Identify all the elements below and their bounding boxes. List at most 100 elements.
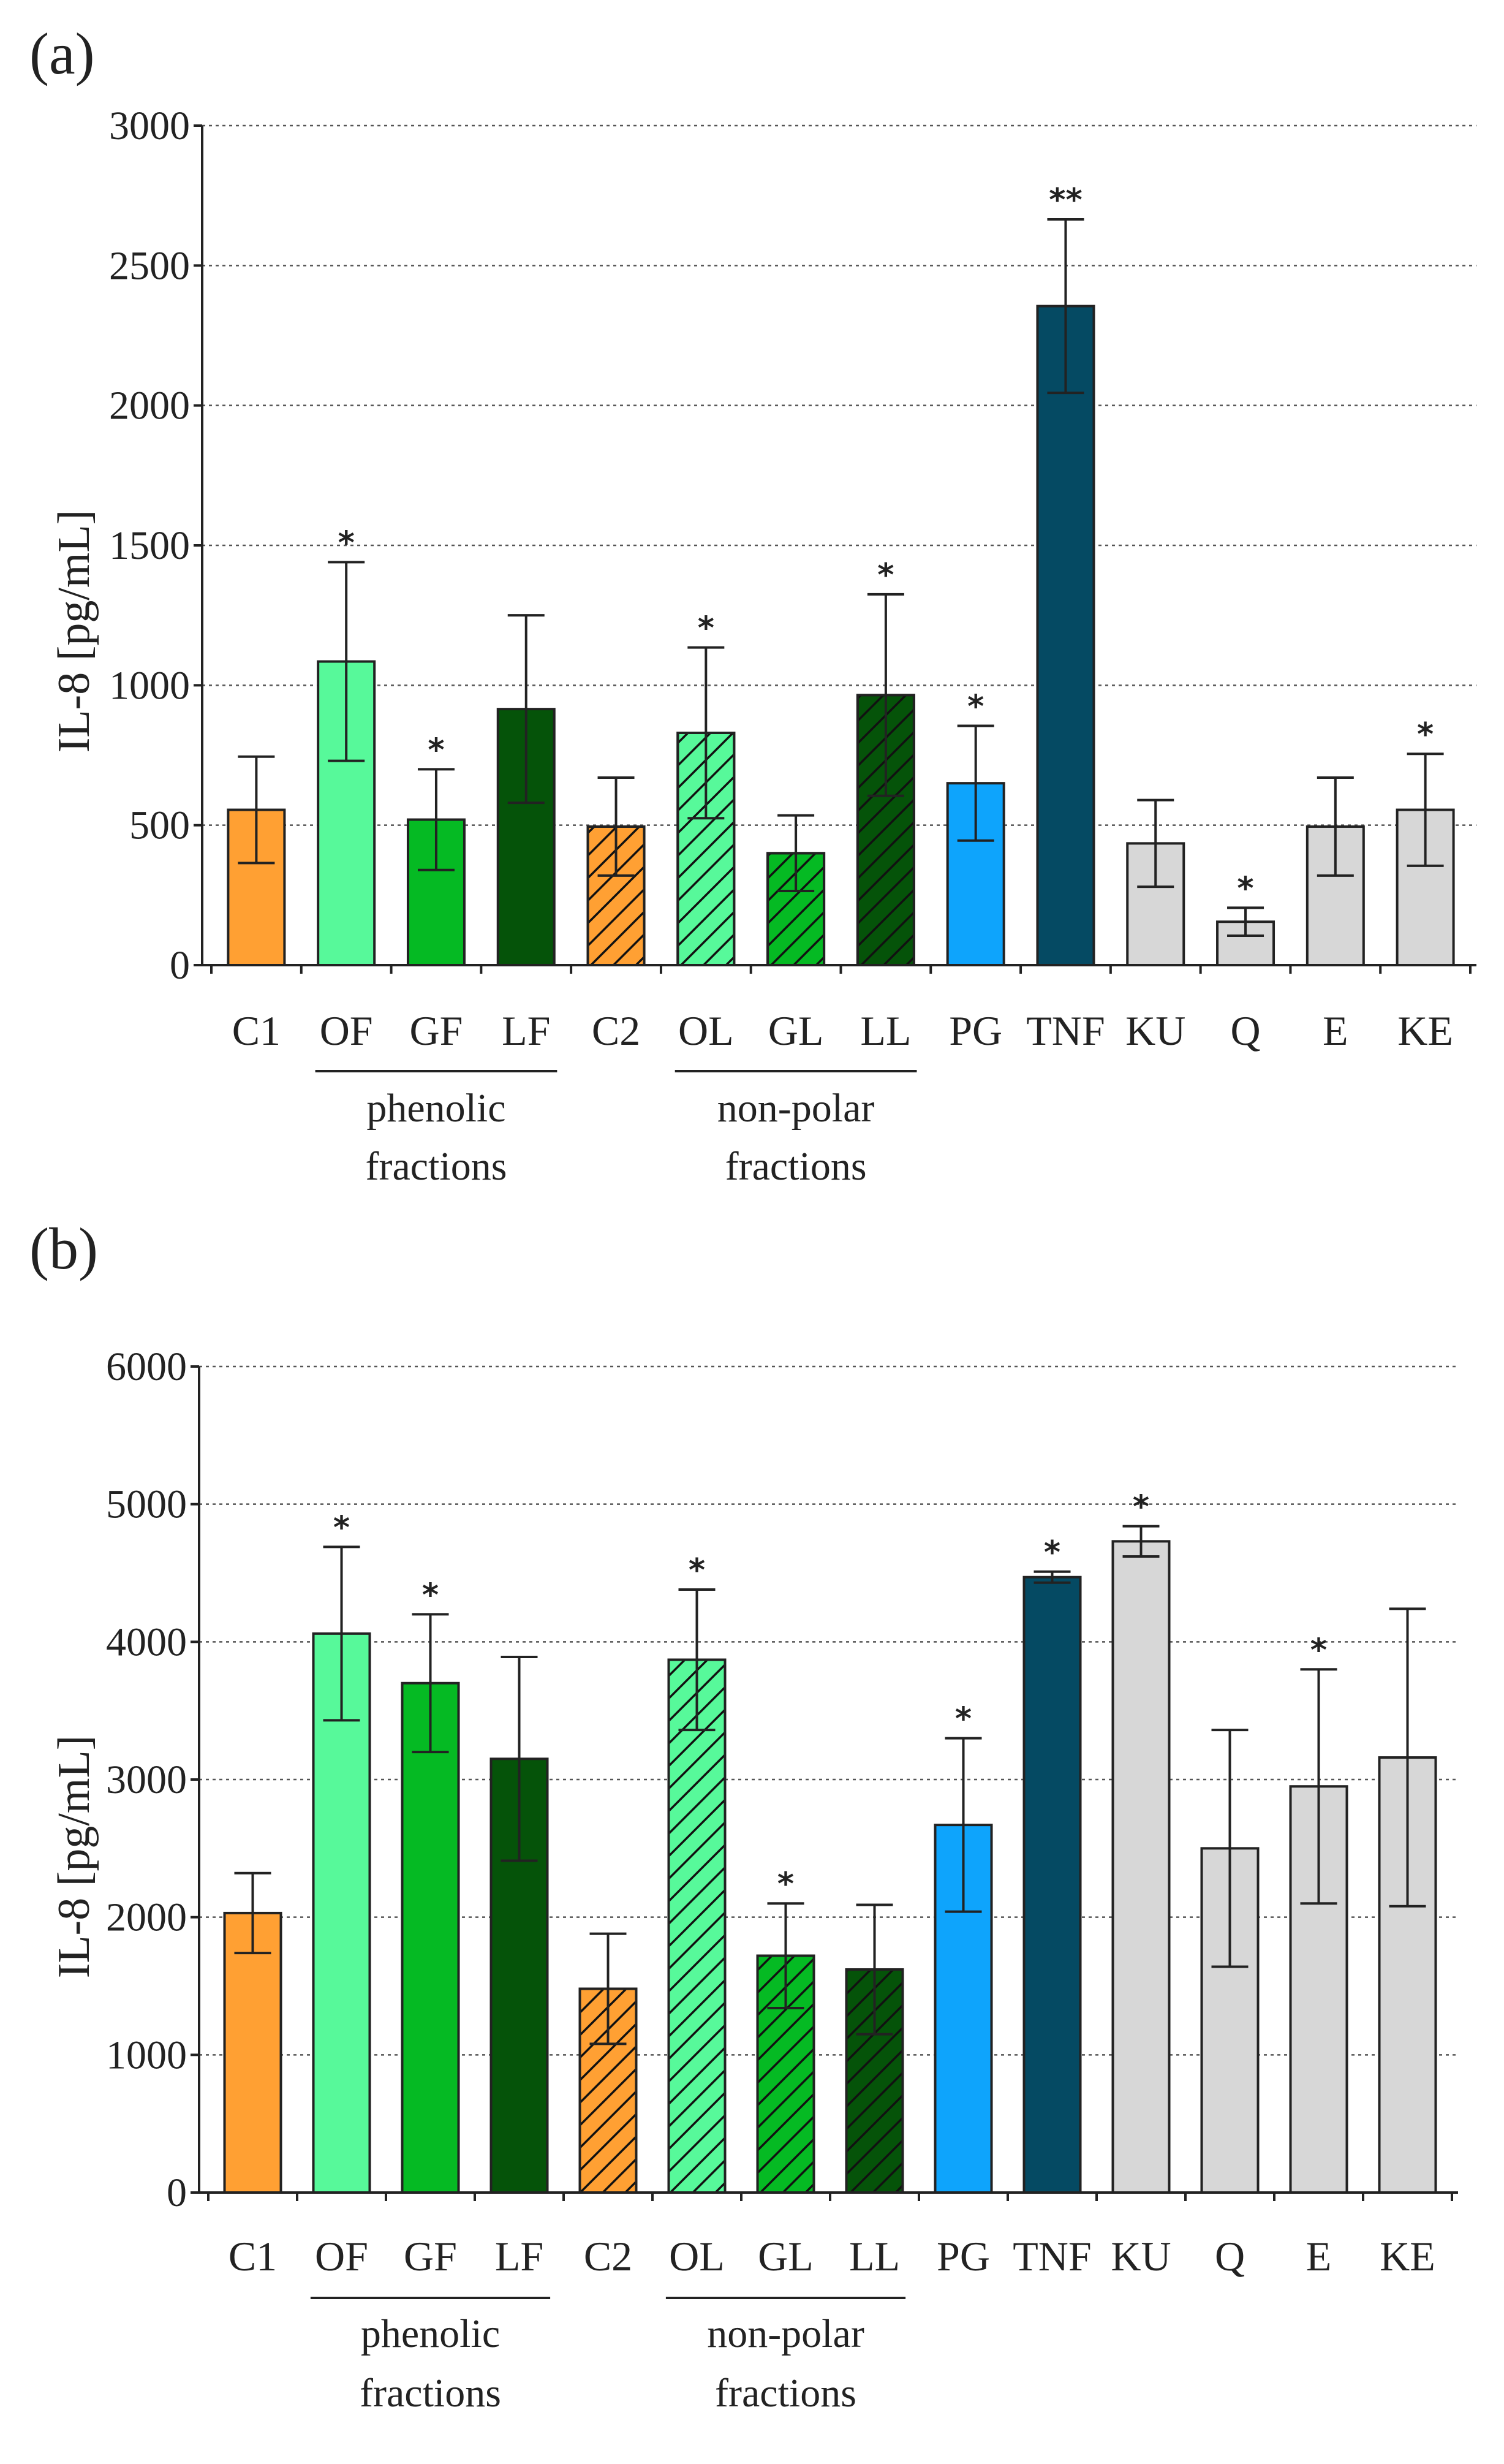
- panel-a-category-label: OL: [678, 1007, 734, 1054]
- panel-b-errorbar-ol: [678, 1588, 716, 1732]
- panel-a-errorbar-ll: [867, 593, 904, 797]
- panel-a-significance-marker: *: [698, 610, 714, 647]
- panel-b-category-label: KU: [1111, 2233, 1171, 2280]
- panel-b-errorbar-c2: [589, 1932, 627, 2045]
- panel-a-category-label: OF: [320, 1007, 373, 1054]
- panel-b-category-labels: C1 OF GF LF C2 OL GL LL PG TNF KU Q E KE: [229, 2233, 1435, 2280]
- panel-b-ytick-label: 1000: [106, 2033, 187, 2077]
- panel-b-ytick-label: 2000: [106, 1895, 187, 1940]
- panel-a-errorbar-e: [1317, 776, 1354, 877]
- panel-b-group-label-line2: fractions: [715, 2371, 856, 2416]
- panel-b-group-label-line1: phenolic: [361, 2311, 500, 2356]
- panel-a-category-label: E: [1323, 1007, 1348, 1054]
- panel-b-category-label: TNF: [1013, 2233, 1091, 2280]
- panel-a-category-labels: C1 OF GF LF C2 OL GL LL PG TNF KU Q E KE: [232, 1007, 1453, 1054]
- panel-b-significance-marker: *: [1310, 1632, 1327, 1669]
- panel-b-significance-marker: *: [333, 1509, 350, 1546]
- panel-b-errorbar-c1: [234, 1871, 271, 1955]
- panel-b-errorbar-ke: [1389, 1607, 1426, 1908]
- panel-b-ytick-label: 6000: [106, 1344, 187, 1389]
- panel-b-significance-marker: *: [955, 1701, 972, 1738]
- panel-b-significance-marker: *: [422, 1577, 439, 1613]
- panel-a-significance-marker: *: [967, 689, 984, 726]
- panel-b-errorbar-gf: [412, 1613, 449, 1754]
- panel-b-category-label: Q: [1215, 2233, 1245, 2280]
- panel-a-significance-marker: *: [1237, 870, 1253, 907]
- panel-a-significance: *********: [338, 182, 1434, 907]
- panel-b-errorbar-e: [1300, 1668, 1337, 1905]
- panel-a-category-label: Q: [1230, 1007, 1260, 1054]
- panel-b-errorbar-tnf: [1034, 1570, 1071, 1584]
- panel-b-significance-marker: *: [1133, 1489, 1149, 1526]
- panel-b-ytick-label: 4000: [106, 1620, 187, 1664]
- panel-a-errorbar-ol: [687, 646, 725, 820]
- panel-b: (b) IL-8 [pg/mL] 0 1000 2000 3000 4000 5000 60…: [29, 1216, 1458, 2416]
- panel-b-bar-hatch-ol: [667, 1658, 727, 2194]
- panel-b-category-label: C2: [584, 2233, 632, 2280]
- panel-a-category-label: C1: [232, 1007, 281, 1054]
- panel-b-significance-marker: *: [777, 1866, 794, 1903]
- panel-b-category-label: OL: [669, 2233, 725, 2280]
- panel-a-axes: [201, 126, 1476, 974]
- panel-a-bar-hatch-ol: [676, 731, 736, 966]
- panel-a-category-label: LL: [860, 1007, 911, 1054]
- panel-a-group-label-line2: fractions: [725, 1144, 867, 1189]
- panel-a-errorbar-c1: [238, 755, 275, 865]
- panel-a-yticks: 0 500 1000 1500 2000 2500 3000: [109, 104, 202, 988]
- panel-a-ytick-label: 0: [170, 943, 190, 988]
- panel-b-category-label: PG: [937, 2233, 990, 2280]
- panel-b-errorbar-ll: [856, 1903, 893, 2036]
- panel-a-bar-tnf: [1036, 305, 1095, 966]
- panel-b-category-label: C1: [229, 2233, 277, 2280]
- panel-a-category-label: C2: [592, 1007, 640, 1054]
- panel-a-label: (a): [29, 21, 95, 86]
- panel-a-errorbar-of: [328, 561, 365, 762]
- panel-a-group-label-line2: fractions: [366, 1144, 507, 1189]
- panel-b-ytick-label: 3000: [106, 1757, 187, 1802]
- panel-b-errorbar-pg: [945, 1737, 982, 1913]
- panel-b-significance-marker: *: [689, 1552, 705, 1589]
- panel-a-errorbar-q: [1227, 906, 1264, 938]
- panel-a-ytick-label: 3000: [109, 104, 190, 148]
- panel-a-ytick-label: 2000: [109, 384, 190, 428]
- panel-a-significance-marker: **: [1049, 182, 1082, 219]
- panel-a-significance-marker: *: [1417, 716, 1434, 753]
- panel-a-errorbar-ku: [1137, 798, 1174, 889]
- panel-b-groups: phenolic fractions non-polar fractions: [310, 2297, 906, 2416]
- panel-b-errorbars: [234, 1525, 1426, 2045]
- panel-b-bar-c1: [223, 1911, 282, 2194]
- panel-a-category-label: TNF: [1026, 1007, 1105, 1054]
- panel-a-ytick-label: 2500: [109, 243, 190, 288]
- panel-b-ytick-label: 5000: [106, 1482, 187, 1527]
- panel-a-category-label: GL: [768, 1007, 824, 1054]
- panel-a-errorbar-ke: [1407, 752, 1444, 867]
- panel-b-significance: * * * * * * * *: [333, 1489, 1327, 1903]
- panel-b-category-label: LF: [495, 2233, 543, 2280]
- panel-b-bar-pg: [934, 1824, 993, 2194]
- panel-a-significance-marker: *: [877, 557, 894, 594]
- panel-b-category-label: KE: [1380, 2233, 1435, 2280]
- panel-a-category-label: GF: [409, 1007, 463, 1054]
- panel-a-category-label: PG: [949, 1007, 1002, 1054]
- panel-b-errorbar-q: [1211, 1729, 1249, 1968]
- panel-b-category-label: GL: [758, 2233, 814, 2280]
- panel-a-significance-marker: *: [338, 525, 355, 561]
- panel-a-errorbar-gf: [417, 768, 455, 871]
- panel-a-group-label-line1: non-polar: [717, 1086, 875, 1131]
- panel-b-bar-tnf: [1022, 1575, 1082, 2194]
- panel-b-bar-gf: [401, 1681, 460, 2194]
- panel-b-gridlines: [199, 1365, 1458, 2056]
- panel-a-ytick-label: 500: [129, 803, 190, 848]
- panel-a-groups: phenolic fractions non-polar fractions: [315, 1070, 917, 1189]
- panel-b-bar-of: [312, 1632, 371, 2194]
- panel-b-category-label: OF: [315, 2233, 368, 2280]
- panel-a-group-label-line1: phenolic: [366, 1086, 505, 1131]
- panel-a-errorbar-pg: [957, 724, 994, 842]
- panel-b-errorbar-of: [323, 1545, 360, 1722]
- panel-a-ylabel: IL-8 [pg/mL]: [49, 510, 99, 753]
- panel-b-category-label: GF: [404, 2233, 457, 2280]
- panel-a-ytick-label: 1000: [109, 663, 190, 708]
- panel-a-gridlines: [202, 124, 1476, 826]
- panel-b-yticks: 0 1000 2000 3000 4000 5000 6000: [106, 1344, 199, 2215]
- panel-b-ylabel: IL-8 [pg/mL]: [49, 1735, 99, 1979]
